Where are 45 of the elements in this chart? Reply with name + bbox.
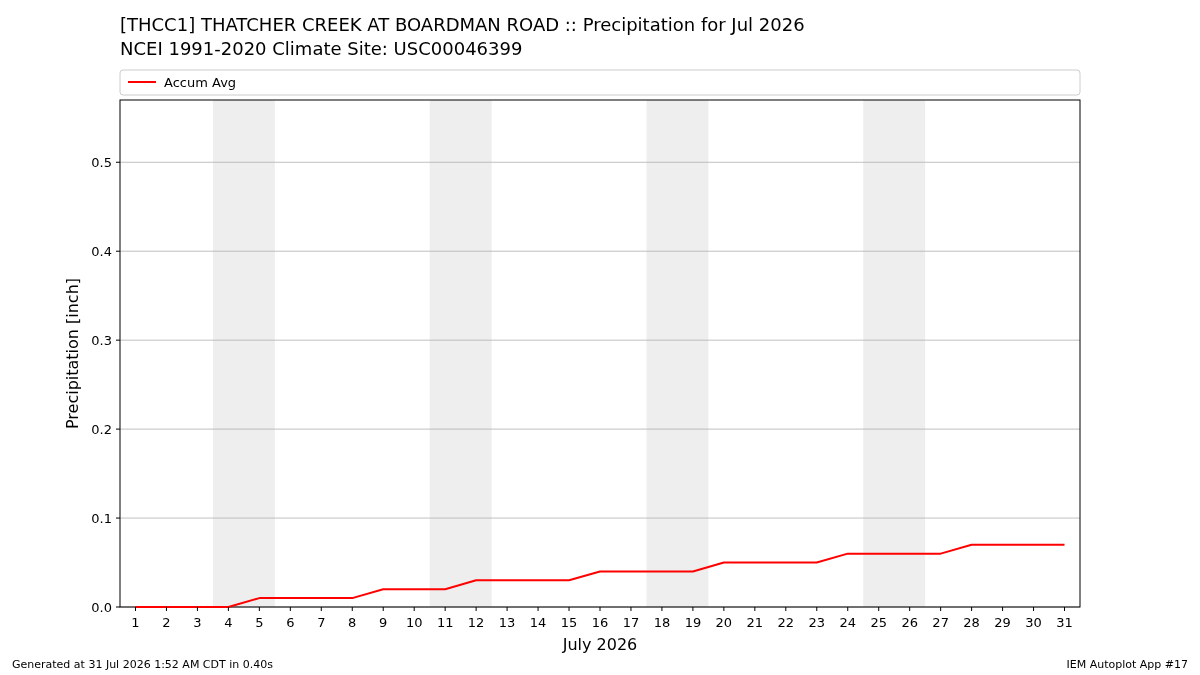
- x-axis-title: July 2026: [561, 635, 638, 654]
- x-tick-label: 24: [839, 615, 857, 630]
- x-tick-label: 30: [1025, 615, 1042, 630]
- x-tick-label: 19: [684, 615, 702, 630]
- y-axis-title: Precipitation [inch]: [63, 277, 82, 430]
- x-tick-label: 23: [808, 615, 826, 630]
- x-tick-label: 11: [436, 615, 454, 630]
- x-tick-label: 31: [1056, 615, 1073, 630]
- y-tick-label: 0.2: [91, 422, 112, 438]
- x-tick-label: 10: [405, 615, 423, 630]
- x-tick-label: 5: [255, 615, 264, 630]
- y-tick-label: 0.4: [91, 244, 112, 260]
- x-tick-label: 9: [379, 615, 388, 630]
- x-tick-label: 14: [529, 615, 547, 630]
- x-tick-label: 18: [653, 615, 671, 630]
- x-tick-label: 17: [622, 615, 640, 630]
- text: Generated at 31 Jul 2026 1:52 AM CDT in 0.40s: [12, 658, 274, 671]
- x-tick-label: 27: [932, 615, 949, 630]
- x-tick-label: 2: [162, 615, 171, 630]
- x-tick-label: 16: [591, 615, 609, 630]
- y-tick-label: 0.5: [91, 155, 112, 171]
- x-tick-label: 6: [286, 615, 295, 630]
- x-tick-label: 28: [963, 615, 980, 630]
- x-tick-label: 8: [348, 615, 357, 630]
- chart-title: [THCC1] THATCHER CREEK AT BOARDMAN ROAD :: Precipitation for Jul 2026: [120, 14, 805, 35]
- x-tick-label: 25: [870, 615, 887, 630]
- x-tick-label: 15: [560, 615, 578, 630]
- x-tick-label: 4: [224, 615, 233, 630]
- x-tick-label: 12: [467, 615, 485, 630]
- line-series: [134, 543, 1066, 608]
- y-tick-label: 0.1: [91, 511, 112, 527]
- y-tick-label: 0.0: [91, 600, 112, 615]
- x-tick-label: 21: [746, 615, 764, 630]
- legend-label: Accum Avg: [164, 75, 237, 90]
- x-tick-label: 22: [777, 615, 795, 630]
- y-tick-label: 0.3: [91, 333, 112, 349]
- x-tick-label: 26: [901, 615, 918, 630]
- x-tick-label: 3: [193, 615, 202, 630]
- x-tick-label: 7: [317, 615, 326, 630]
- x-tick-label: 20: [715, 615, 733, 630]
- x-tick-label: 1: [131, 615, 140, 630]
- x-tick-label: 13: [498, 615, 516, 630]
- text: IEM Autoplot App #17: [1066, 658, 1188, 671]
- x-tick-label: 29: [994, 615, 1011, 630]
- chart-subtitle: NCEI 1991-2020 Climate Site: USC00046399: [120, 38, 523, 59]
